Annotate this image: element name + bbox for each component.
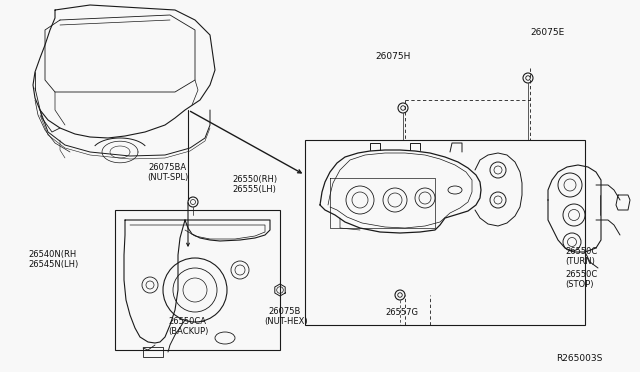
Text: (NUT-SPL): (NUT-SPL)	[147, 173, 188, 182]
Text: (STOP): (STOP)	[565, 280, 593, 289]
Bar	[143, 347, 163, 357]
Text: 26545N(LH): 26545N(LH)	[28, 260, 78, 269]
Text: 26550C: 26550C	[565, 270, 597, 279]
Text: 26550C: 26550C	[565, 247, 597, 256]
Bar	[115, 210, 280, 350]
Text: (NUT-HEX): (NUT-HEX)	[264, 317, 308, 326]
Text: 26550(RH): 26550(RH)	[232, 175, 277, 184]
Bar	[305, 140, 585, 325]
Text: 26555(LH): 26555(LH)	[232, 185, 276, 194]
Text: 26075B: 26075B	[268, 307, 300, 316]
Text: 26557G: 26557G	[385, 308, 418, 317]
Text: 26075E: 26075E	[530, 28, 564, 37]
Text: 26540N(RH: 26540N(RH	[28, 250, 76, 259]
Text: 26550CA: 26550CA	[168, 317, 206, 326]
Text: 26075BA: 26075BA	[148, 163, 186, 172]
Text: R265003S: R265003S	[556, 354, 602, 363]
Text: (TURN): (TURN)	[565, 257, 595, 266]
Text: 26075H: 26075H	[375, 52, 410, 61]
Text: (BACKUP): (BACKUP)	[168, 327, 209, 336]
